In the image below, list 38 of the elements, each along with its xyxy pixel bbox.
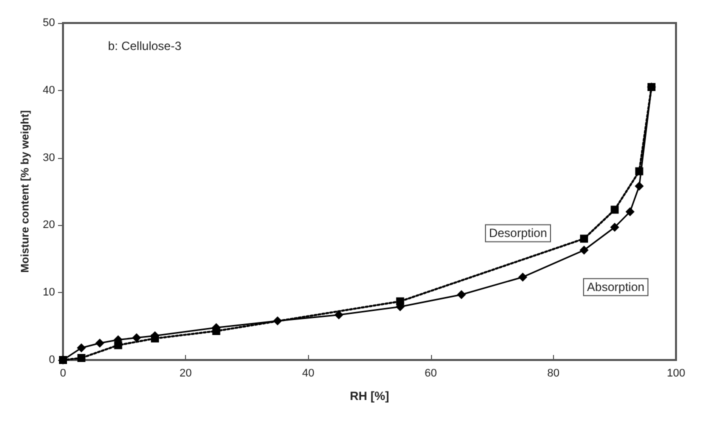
y-axis-title: Moisture content [% by weight] xyxy=(20,110,32,273)
x-tick-label: 40 xyxy=(302,368,314,380)
y-tick-label: 50 xyxy=(42,17,55,29)
x-tick-label: 20 xyxy=(179,368,192,380)
point xyxy=(634,182,644,191)
point xyxy=(635,167,644,176)
point xyxy=(273,316,282,326)
point xyxy=(580,246,589,255)
point xyxy=(396,297,404,306)
text: Absorption xyxy=(587,280,644,294)
point xyxy=(212,327,220,336)
x-tick-label: 60 xyxy=(424,368,437,380)
y-tick-label: 20 xyxy=(42,219,55,232)
point xyxy=(76,343,86,352)
point xyxy=(580,234,588,243)
x-tick-label: 80 xyxy=(547,368,560,380)
y-tick-label: 0 xyxy=(48,354,55,366)
text: b: Cellulose-3 xyxy=(108,39,182,53)
point xyxy=(59,356,67,364)
point xyxy=(150,334,159,342)
x-tick-label: 100 xyxy=(666,368,686,380)
point xyxy=(132,333,142,342)
point xyxy=(518,272,528,282)
y-tick-label: 40 xyxy=(42,84,55,96)
y-tick-label: 10 xyxy=(42,286,55,299)
point xyxy=(77,354,86,362)
x-tick-label: 0 xyxy=(60,368,66,380)
point xyxy=(647,83,656,92)
x-axis-title: RH [%] xyxy=(350,389,390,403)
point xyxy=(610,206,619,214)
series-label: Desorption xyxy=(488,226,547,240)
y-tick-label: 30 xyxy=(42,152,55,164)
point xyxy=(114,341,122,350)
point xyxy=(456,290,466,300)
point xyxy=(334,310,344,320)
point xyxy=(95,338,104,348)
point xyxy=(610,222,620,232)
point xyxy=(626,207,635,216)
